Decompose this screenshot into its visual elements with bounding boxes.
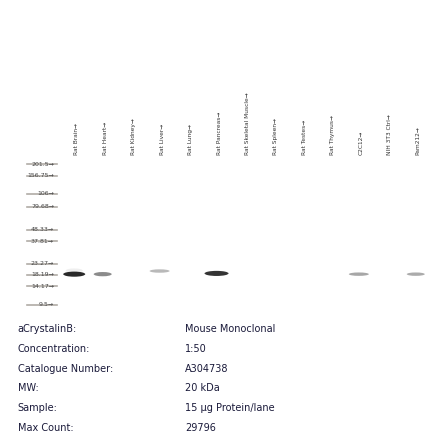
Ellipse shape (349, 273, 369, 276)
Ellipse shape (407, 273, 425, 276)
Text: 14.17→: 14.17→ (31, 284, 54, 289)
Text: 9.5→: 9.5→ (39, 303, 54, 307)
Text: A304738: A304738 (185, 363, 228, 374)
Text: 37.81→: 37.81→ (31, 239, 54, 244)
Text: Max Count:: Max Count: (18, 423, 73, 433)
Text: 156.75→: 156.75→ (27, 173, 54, 178)
Text: NIH 3T3 Ctrl→: NIH 3T3 Ctrl→ (387, 114, 392, 155)
Text: Pam212→: Pam212→ (416, 127, 421, 155)
Text: Rat Spleen→: Rat Spleen→ (274, 118, 279, 155)
Text: Rat Thymus→: Rat Thymus→ (330, 115, 335, 155)
Text: Mouse Monoclonal: Mouse Monoclonal (185, 324, 275, 334)
Text: C2C12→: C2C12→ (359, 131, 364, 155)
Text: 20 kDa: 20 kDa (185, 383, 220, 393)
Text: 48.33→: 48.33→ (31, 228, 54, 232)
Text: Rat Heart→: Rat Heart→ (103, 122, 108, 155)
Text: 79.68→: 79.68→ (31, 204, 54, 209)
Text: Rat Brain→: Rat Brain→ (74, 123, 79, 155)
Ellipse shape (63, 272, 85, 277)
Text: Rat Pancreas→: Rat Pancreas→ (216, 112, 221, 155)
Ellipse shape (94, 272, 112, 276)
Text: 23.27→: 23.27→ (31, 261, 54, 266)
Text: Rat Skeletal Muscle→: Rat Skeletal Muscle→ (245, 93, 250, 155)
Text: Rat Liver→: Rat Liver→ (160, 124, 165, 155)
Text: Rat Kidney→: Rat Kidney→ (131, 118, 136, 155)
Text: Concentration:: Concentration: (18, 344, 90, 354)
Text: 15 μg Protein/lane: 15 μg Protein/lane (185, 403, 275, 413)
Ellipse shape (205, 271, 228, 276)
Ellipse shape (66, 269, 83, 273)
Text: MW:: MW: (18, 383, 38, 393)
Text: 106→: 106→ (37, 191, 54, 196)
Text: aCrystalinB:: aCrystalinB: (18, 324, 77, 334)
Ellipse shape (150, 269, 169, 273)
Text: Rat Testes→: Rat Testes→ (302, 120, 307, 155)
Text: 201.5→: 201.5→ (31, 161, 54, 167)
Text: Catalogue Number:: Catalogue Number: (18, 363, 113, 374)
Text: 1:50: 1:50 (185, 344, 206, 354)
Text: 29796: 29796 (185, 423, 216, 433)
Text: 18.19→: 18.19→ (31, 273, 54, 277)
Text: Rat Lung→: Rat Lung→ (188, 124, 193, 155)
Text: Sample:: Sample: (18, 403, 58, 413)
